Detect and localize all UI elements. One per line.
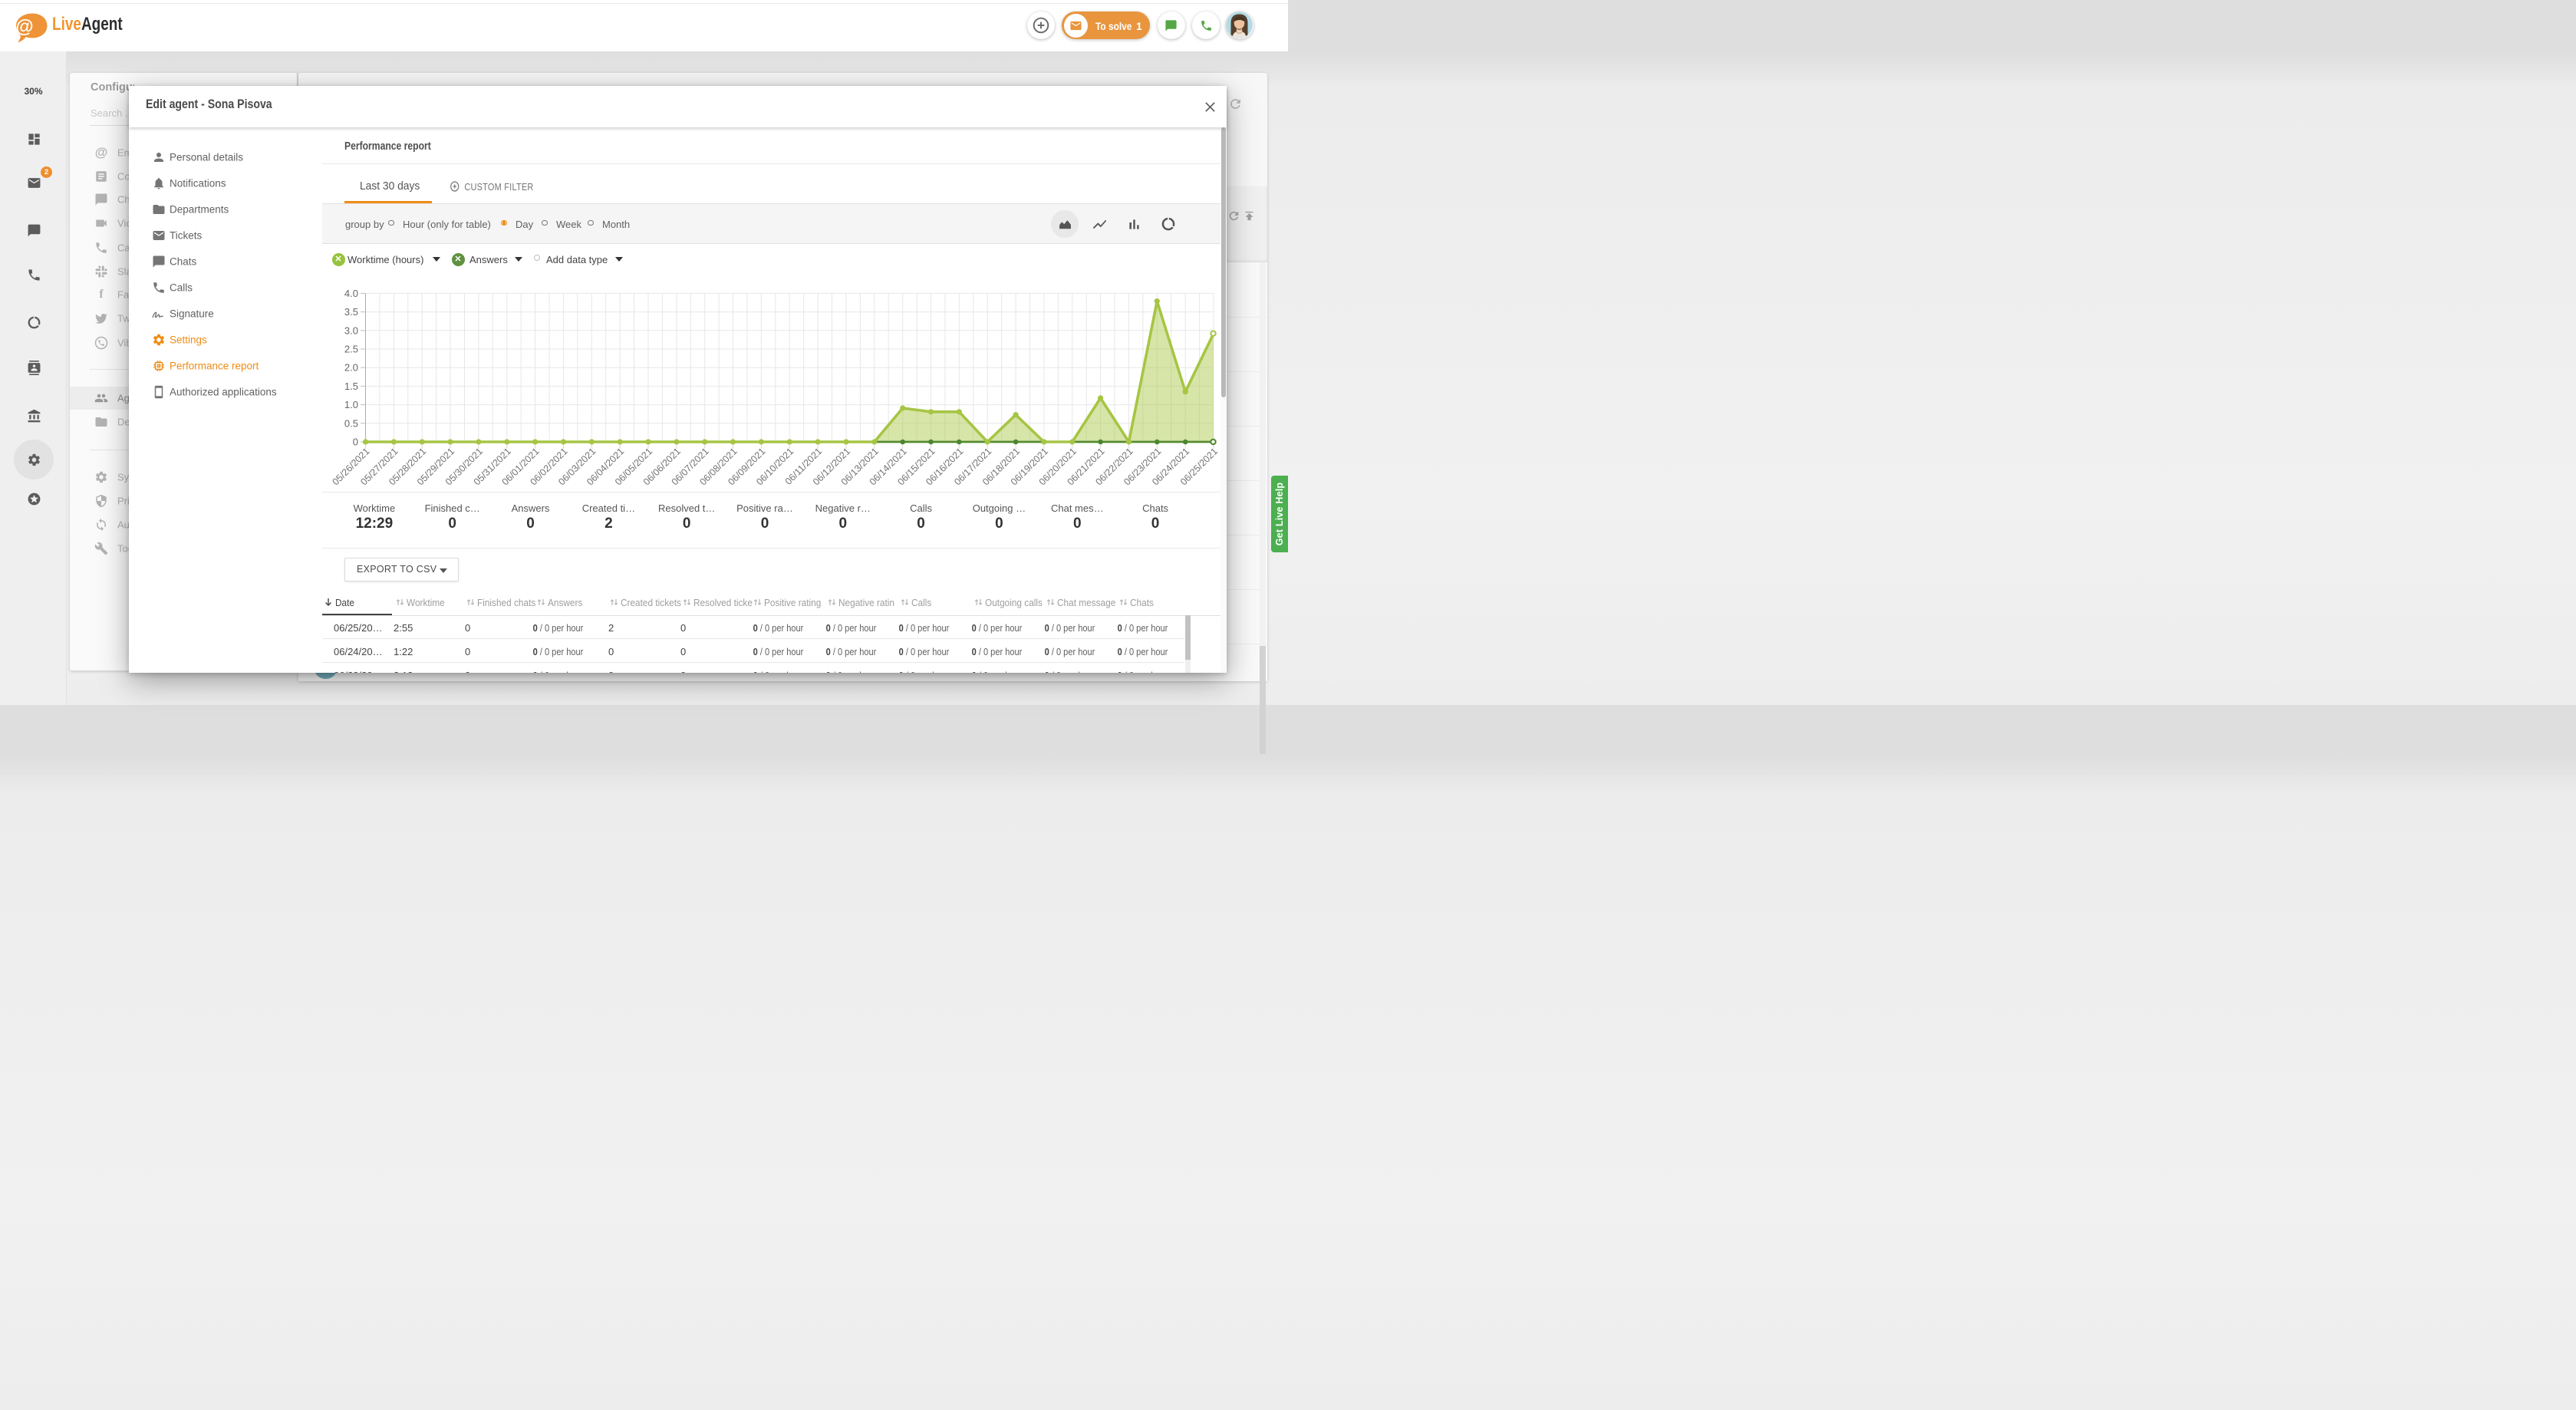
svg-text:2.5: 2.5 bbox=[344, 344, 358, 355]
svg-text:2.0: 2.0 bbox=[344, 362, 358, 374]
svg-text:1.5: 1.5 bbox=[344, 381, 358, 392]
svg-text:3.0: 3.0 bbox=[344, 324, 358, 336]
svg-text:@: @ bbox=[15, 16, 33, 37]
svg-text:1.0: 1.0 bbox=[344, 399, 358, 410]
svg-text:3.5: 3.5 bbox=[344, 306, 358, 318]
svg-text:0: 0 bbox=[353, 437, 358, 448]
svg-text:0.5: 0.5 bbox=[344, 417, 358, 429]
svg-text:4.0: 4.0 bbox=[344, 288, 358, 299]
